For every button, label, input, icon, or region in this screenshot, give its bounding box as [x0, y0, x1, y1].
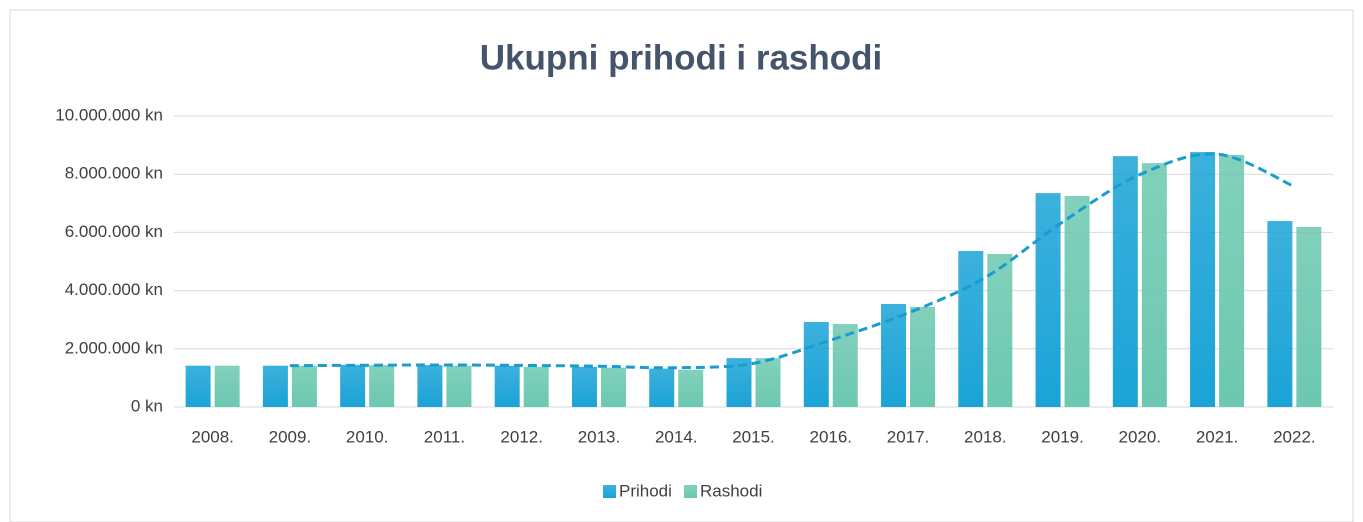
bar: [291, 365, 317, 407]
bar: [832, 324, 858, 407]
bar: [1219, 154, 1245, 407]
x-tick-label: 2011.: [424, 427, 465, 446]
trendline: [289, 152, 1295, 370]
bar: [958, 251, 984, 407]
bar: [1112, 156, 1138, 407]
x-tick-label: 2018.: [964, 427, 1007, 446]
y-tick-label: 10.000.000 kn: [55, 105, 163, 124]
bar: [185, 365, 211, 407]
bar: [262, 365, 288, 407]
x-tick-label: 2020.: [1119, 427, 1162, 446]
x-tick-label: 2009.: [269, 427, 312, 446]
x-tick-label: 2016.: [809, 427, 852, 446]
y-tick-label: 6.000.000 kn: [65, 222, 163, 241]
bar: [600, 367, 626, 407]
bar: [803, 322, 829, 407]
bar: [1141, 163, 1167, 407]
bar: [1064, 196, 1090, 407]
x-tick-label: 2013.: [578, 427, 621, 446]
bar: [649, 368, 675, 407]
x-tick-label: 2015.: [732, 427, 775, 446]
bar: [446, 365, 472, 407]
x-tick-label: 2014.: [655, 427, 698, 446]
bar: [523, 366, 549, 407]
y-tick-label: 2.000.000 kn: [65, 338, 163, 357]
bar: [1267, 221, 1293, 407]
y-tick-label: 4.000.000 kn: [65, 280, 163, 299]
bar: [1035, 193, 1061, 407]
bar: [1190, 152, 1216, 407]
bar: [494, 365, 520, 407]
bar: [369, 365, 395, 407]
x-tick-label: 2008.: [191, 427, 234, 446]
bar: [340, 364, 366, 407]
bar: [987, 253, 1013, 407]
bar: [755, 358, 781, 407]
x-tick-label: 2012.: [500, 427, 543, 446]
x-tick-label: 2021.: [1196, 427, 1239, 446]
bar: [417, 365, 443, 407]
legend-swatch: [603, 485, 616, 498]
x-tick-label: 2022.: [1273, 427, 1316, 446]
bar: [910, 306, 936, 407]
bar: [571, 366, 597, 407]
legend-label: Prihodi: [619, 481, 672, 500]
bar: [1296, 226, 1322, 407]
y-tick-label: 8.000.000 kn: [65, 164, 163, 183]
legend-swatch: [684, 485, 697, 498]
x-tick-label: 2017.: [887, 427, 930, 446]
x-tick-label: 2010.: [346, 427, 389, 446]
y-tick-label: 0 kn: [131, 396, 163, 415]
x-tick-label: 2019.: [1041, 427, 1084, 446]
bar: [678, 369, 704, 407]
legend-label: Rashodi: [700, 481, 762, 500]
bar: [214, 365, 240, 407]
chart-title: Ukupni prihodi i rashodi: [480, 38, 883, 77]
